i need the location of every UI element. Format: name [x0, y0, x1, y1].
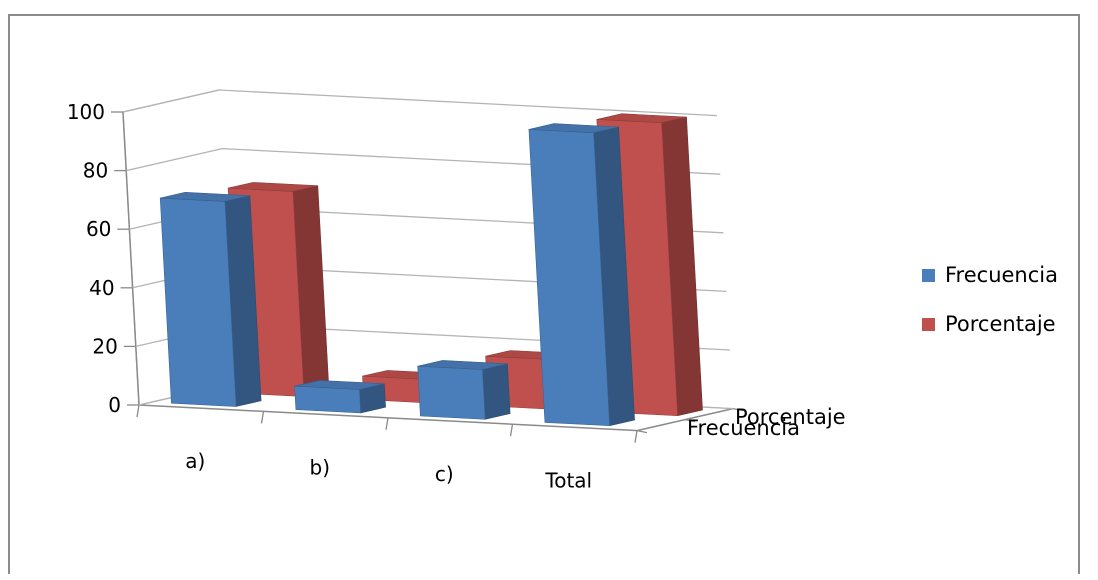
legend-swatch-porcentaje: [922, 318, 935, 331]
bar-frecuencia-4: [528, 123, 635, 427]
y-tick-label: 40: [89, 276, 114, 300]
depth-label: Frecuencia: [687, 416, 800, 440]
category-label: a): [185, 449, 205, 473]
bar-front-face: [417, 365, 486, 420]
x-tick-mark: [634, 430, 638, 443]
bar-front-face: [294, 385, 361, 414]
category-label: b): [310, 456, 331, 480]
legend-swatch-frecuencia: [922, 269, 935, 282]
bar-front-face: [159, 197, 237, 407]
bar-top-face: [417, 360, 508, 370]
bar-side-face: [482, 363, 511, 420]
y-tick-label: 80: [83, 159, 108, 183]
depth-label: Porcentaje: [735, 405, 846, 429]
depth-tick-mark: [732, 407, 744, 412]
depth-tick-mark: [684, 418, 696, 423]
category-label: Total: [544, 468, 592, 492]
axis-labels: 0 20 40 60 80 100 a) b) c) Total PorcentajeFrecuen…: [67, 100, 846, 492]
category-label: c): [435, 462, 454, 486]
bar-top-face: [294, 380, 385, 390]
y-axis-line: [122, 111, 140, 406]
gridline-100: [122, 89, 718, 117]
y-tick-label: 60: [86, 217, 111, 241]
x-tick-mark: [509, 424, 514, 437]
bar-frecuencia-1: [159, 191, 262, 407]
y-tick-label: 100: [67, 100, 105, 124]
y-tick-label: 20: [92, 334, 117, 358]
y-tick-label: 0: [108, 393, 121, 417]
legend-label: Frecuencia: [945, 263, 1058, 287]
bar-top-face: [228, 182, 318, 192]
depth-tick-mark: [636, 429, 648, 434]
x-tick-mark: [260, 411, 265, 424]
bar-top-face: [528, 123, 619, 134]
x-tick-mark: [136, 404, 140, 418]
bar-top-face: [160, 191, 250, 202]
bar-frecuencia-3: [417, 360, 511, 420]
legend: Frecuencia Porcentaje: [922, 263, 1058, 336]
x-tick-mark: [385, 417, 389, 430]
bar-frecuencia-2: [294, 380, 386, 414]
bars: [159, 113, 703, 427]
legend-label: Porcentaje: [945, 312, 1056, 336]
bar-top-face: [596, 113, 687, 124]
